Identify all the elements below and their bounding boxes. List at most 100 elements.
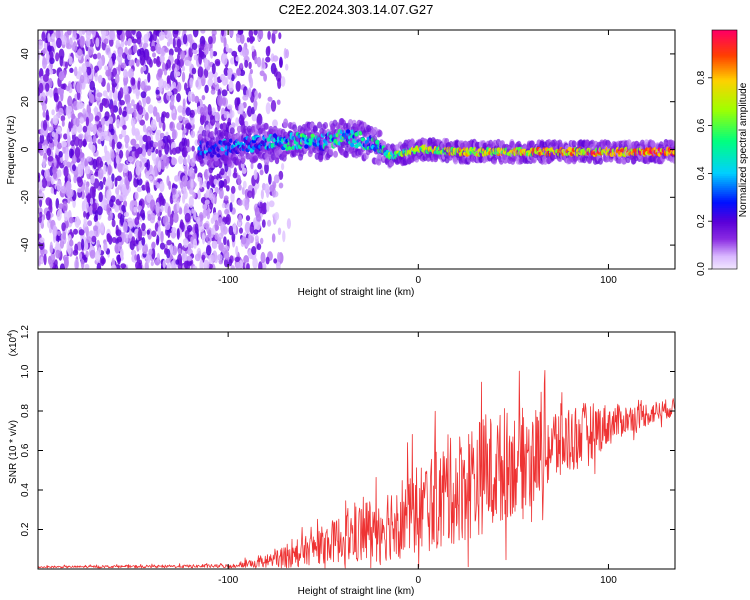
spectrogram-cell [377, 129, 383, 137]
colorbar-step [712, 231, 737, 234]
colorbar-step [712, 105, 737, 109]
spectrogram-cell [116, 119, 120, 126]
colorbar-step [712, 165, 737, 168]
spectrogram-cell [190, 157, 196, 167]
spectrogram-cell [128, 59, 135, 67]
spectrogram-cell [61, 120, 65, 127]
spectrogram-cell [150, 45, 156, 52]
spectrogram-cell [376, 158, 382, 166]
colorbar-tick-label: 0.2 [696, 214, 707, 228]
colorbar-step [712, 53, 737, 57]
spectrogram-cell [177, 115, 183, 122]
colorbar-step [712, 87, 737, 91]
y-tick-label: 20 [20, 96, 31, 108]
spectrogram-cell [199, 159, 205, 167]
spectrogram-cell [165, 112, 170, 119]
spectrogram-cell [187, 33, 193, 44]
colorbar-step [712, 71, 737, 75]
spectrogram-cell [191, 208, 195, 214]
spectrogram-cell [52, 166, 57, 175]
spectrogram-cell [177, 105, 183, 113]
spectrogram-cell [139, 53, 146, 66]
spectrogram-cell [221, 89, 228, 97]
spectrogram-cell [247, 87, 252, 99]
colorbar-step [712, 203, 737, 206]
spectrogram-cell [160, 231, 164, 243]
spectrogram-cell [150, 119, 157, 131]
spectrogram-cell [192, 265, 198, 269]
colorbar-step [712, 163, 737, 166]
spectrogram-cell [94, 105, 98, 117]
colorbar-step [712, 101, 737, 105]
spectrogram-cell [277, 77, 282, 90]
spectrogram-cell [250, 162, 254, 170]
spectrogram-cell [265, 102, 271, 115]
spectrogram-cell [160, 113, 165, 124]
spectrogram-cell [221, 202, 226, 209]
spectrogram-cell [193, 54, 198, 61]
spectrogram-cell [227, 167, 232, 178]
spectrogram-cell [186, 225, 193, 232]
spectrogram-cell [245, 215, 251, 222]
spectrogram-cell [42, 110, 46, 118]
spectrogram-cell [92, 202, 98, 212]
spectrogram-cell [251, 246, 257, 255]
spectrogram-cell [337, 123, 343, 131]
x-tick-label: -100 [218, 575, 238, 586]
spectrogram-cell [186, 260, 193, 266]
spectrogram-cell [79, 74, 85, 84]
spectrogram-cell [567, 146, 572, 152]
spectrogram-cell [155, 238, 160, 246]
snr-multiplier-base: (x10 [8, 336, 19, 356]
spectrogram-cell [223, 195, 229, 201]
spectrogram-cell [54, 264, 59, 269]
spectrogram-cell [42, 57, 47, 69]
spectrogram-cell [125, 233, 129, 244]
spectrogram-cell [211, 63, 216, 75]
spectrogram-cell [247, 135, 253, 143]
spectrogram-cell [128, 68, 134, 79]
spectrogram-cell [55, 52, 60, 62]
spectrogram-cell [176, 122, 183, 131]
spectrogram-cell [208, 174, 214, 186]
spectrogram-cell [139, 135, 144, 147]
spectrogram-cell [360, 137, 365, 142]
spectrogram-cell [205, 234, 209, 243]
snr-axes: -100 0 100 0.2 0.4 0.6 0.8 1.0 1.2 [20, 325, 675, 586]
spectrogram-cell [617, 157, 623, 165]
spectrogram-cell [147, 213, 152, 221]
colorbar-step [712, 213, 737, 216]
spectrogram-cell [194, 165, 198, 174]
spectrogram-cell [56, 158, 60, 169]
spectrogram-cell [254, 235, 259, 243]
spectrogram-cell [76, 81, 82, 94]
spectrogram-cell [212, 240, 218, 249]
spectrogram-cell [46, 210, 51, 221]
colorbar-step [712, 171, 737, 174]
spectrogram-cell [159, 205, 164, 213]
spectrogram-cell [237, 174, 242, 186]
spectrogram-cell [235, 245, 239, 256]
spectrogram-cell [85, 184, 89, 196]
spectrogram-cell [261, 57, 265, 69]
spectrogram-cell [155, 89, 160, 95]
colorbar-tick-label: 0.8 [696, 70, 707, 84]
spectrogram-cell [92, 135, 97, 144]
spectrogram-cell [232, 172, 238, 179]
spectrogram-cell [221, 30, 225, 37]
colorbar-step [712, 39, 737, 43]
spectrogram-cell [124, 40, 128, 46]
spectrogram-cell [238, 184, 242, 191]
spectrogram-cell [134, 254, 138, 261]
x-tick-label: 0 [416, 575, 422, 586]
spectrogram-cell [101, 30, 106, 38]
spectrogram-cell [56, 37, 62, 49]
spectrogram-cell [167, 205, 171, 218]
spectrogram-cell [102, 90, 108, 97]
spectrogram-cell [138, 240, 143, 251]
spectrogram-cell [141, 157, 148, 163]
colorbar-step [712, 255, 737, 258]
spectrogram-cell [166, 157, 170, 163]
spectrogram-cell [171, 227, 177, 233]
spectrogram-cell [53, 93, 59, 103]
